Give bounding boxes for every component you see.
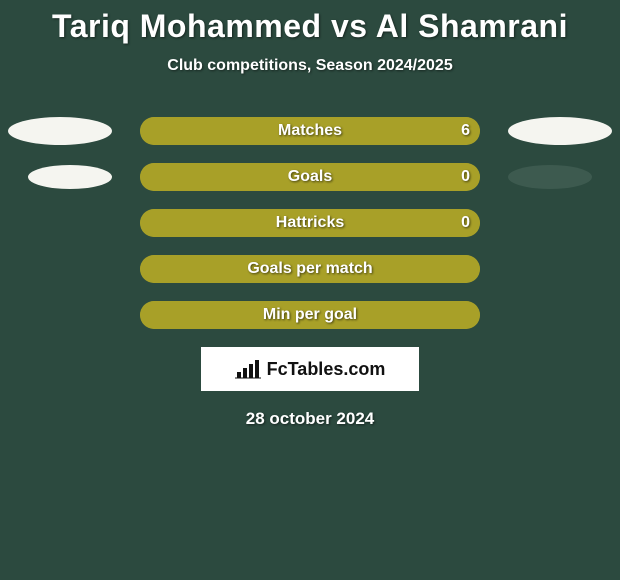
stat-label: Min per goal: [263, 306, 357, 324]
side-indicator-right: [508, 117, 612, 145]
stat-fill-left: [140, 163, 310, 191]
stat-track: Min per goal: [140, 301, 480, 329]
stat-track: Goals: [140, 163, 480, 191]
stat-row: Matches 6: [0, 117, 620, 145]
stat-track: Hattricks: [140, 209, 480, 237]
logo-box: FcTables.com: [201, 347, 419, 391]
page-subtitle: Club competitions, Season 2024/2025: [0, 57, 620, 75]
stat-label: Goals: [288, 168, 332, 186]
stat-track: Goals per match: [140, 255, 480, 283]
logo-text: FcTables.com: [267, 359, 386, 380]
stat-label: Hattricks: [276, 214, 344, 232]
stat-row: Goals per match: [0, 255, 620, 283]
stat-row: Hattricks 0: [0, 209, 620, 237]
stat-value-right: 0: [461, 168, 470, 186]
side-indicator-left: [28, 165, 112, 189]
date-text: 28 october 2024: [0, 409, 620, 429]
stat-value-right: 6: [461, 122, 470, 140]
side-indicator-right: [508, 165, 592, 189]
stat-label: Matches: [278, 122, 342, 140]
stat-row: Min per goal: [0, 301, 620, 329]
page-title: Tariq Mohammed vs Al Shamrani: [0, 0, 620, 45]
stat-track: Matches: [140, 117, 480, 145]
chart-icon: [235, 358, 261, 380]
side-indicator-left: [8, 117, 112, 145]
stat-value-right: 0: [461, 214, 470, 232]
stat-label: Goals per match: [247, 260, 372, 278]
stat-row: Goals 0: [0, 163, 620, 191]
stats-container: Matches 6 Goals 0 Hattricks 0 Goals per match M…: [0, 117, 620, 329]
stat-fill-right: [310, 163, 480, 191]
